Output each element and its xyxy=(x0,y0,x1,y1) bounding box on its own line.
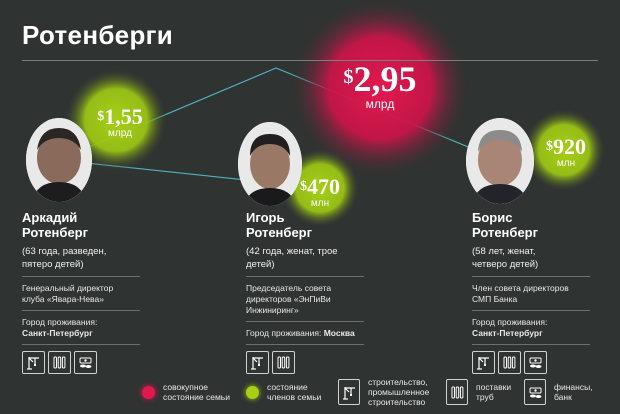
boris-wealth-amount: $920 млн xyxy=(536,134,596,169)
legend-line: труб xyxy=(476,392,494,402)
city-value: Москва xyxy=(323,328,355,338)
last-name: Ротенберг xyxy=(246,225,313,240)
boris-wealth-bubble xyxy=(522,108,606,192)
person-details: (42 года, женат, трое детей) xyxy=(246,246,338,270)
person-city: Город проживания: Санкт-Петербург xyxy=(22,317,162,339)
business-icons xyxy=(472,351,612,374)
amount-unit: млрд xyxy=(108,128,132,139)
divider xyxy=(22,276,140,277)
pipes-icon xyxy=(48,351,71,374)
first-name: Аркадий xyxy=(22,210,78,225)
legend-line: строительство, xyxy=(368,377,428,387)
legend-member-wealth: состояние членов семьи xyxy=(246,376,321,408)
legend-label: строительство, промышленное строительство xyxy=(368,377,458,407)
currency-sign: $ xyxy=(300,179,307,194)
person-boris: Борис Ротенберг (58 лет, женат, четверо д… xyxy=(472,210,612,374)
title-divider xyxy=(22,60,598,61)
legend-finance: финансы, банк xyxy=(524,376,593,408)
pipes-icon xyxy=(446,379,468,405)
legend-line: состояние семьи xyxy=(163,392,230,402)
person-name: Игорь Ротенберг xyxy=(246,210,386,240)
divider xyxy=(246,276,364,277)
divider xyxy=(22,344,140,345)
amount-unit: млн xyxy=(310,198,330,209)
divider xyxy=(472,344,590,345)
divider xyxy=(246,321,364,322)
pipes-icon xyxy=(498,351,521,374)
first-name: Борис xyxy=(472,210,513,225)
divider xyxy=(472,310,590,311)
person-position: Председатель совета директоров «ЭнПиВи И… xyxy=(246,283,332,315)
legend-line: финансы, xyxy=(554,382,593,392)
city-value: Санкт-Петербург xyxy=(22,328,93,338)
finance-icon xyxy=(74,351,97,374)
amount-unit: млрд xyxy=(365,97,395,111)
legend-construction: строительство, промышленное строительство xyxy=(338,376,458,408)
igor-wealth-amount: $470 млн xyxy=(292,174,348,209)
city-label: Город проживания: xyxy=(472,317,548,327)
last-name: Ротенберг xyxy=(472,225,539,240)
amount-value: 1,55 xyxy=(104,104,143,129)
arkady-photo xyxy=(26,118,92,202)
person-position: Член совета директоров СМП Банка xyxy=(472,283,569,304)
divider xyxy=(472,276,590,277)
city-value: Санкт-Петербург xyxy=(472,328,543,338)
person-arkady: Аркадий Ротенберг (63 года, разведен, пят… xyxy=(22,210,162,374)
person-details: (63 года, разведен, пятеро детей) xyxy=(22,246,107,270)
legend-line: членов семьи xyxy=(267,392,322,402)
legend-line: состояние xyxy=(267,382,308,392)
first-name: Игорь xyxy=(246,210,285,225)
legend-label: поставки труб xyxy=(476,382,511,402)
currency-sign: $ xyxy=(343,66,354,88)
legend-line: банк xyxy=(554,392,572,402)
currency-sign: $ xyxy=(97,109,105,124)
person-city: Город проживания: Москва xyxy=(246,328,386,339)
legend-line: поставки xyxy=(476,382,512,392)
page-title: Ротенберги xyxy=(22,20,174,50)
currency-sign: $ xyxy=(546,139,553,154)
business-icons xyxy=(22,351,162,374)
amount-unit: млн xyxy=(556,158,576,169)
city-label: Город проживания: xyxy=(246,328,322,338)
arkady-wealth-amount: $1,55 млрд xyxy=(90,104,150,139)
family-total-amount: $2,95 млрд xyxy=(320,58,440,111)
legend-label: финансы, банк xyxy=(554,382,593,402)
business-icons xyxy=(246,351,386,374)
legend-line: совокупное xyxy=(163,382,209,392)
legend-line: промышленное строительство xyxy=(368,387,430,407)
last-name: Ротенберг xyxy=(22,225,89,240)
construction-icon xyxy=(338,379,360,405)
pipes-icon xyxy=(272,351,295,374)
amount-value: 920 xyxy=(553,134,586,159)
amount-value: 2,95 xyxy=(353,59,417,99)
construction-icon xyxy=(22,351,45,374)
boris-photo xyxy=(466,118,534,204)
person-city: Город проживания: Санкт-Петербург xyxy=(472,317,612,339)
construction-icon xyxy=(246,351,269,374)
legend-label: состояние членов семьи xyxy=(267,382,321,402)
amount-value: 470 xyxy=(307,174,340,199)
person-name: Борис Ротенберг xyxy=(472,210,612,240)
divider xyxy=(22,310,140,311)
divider xyxy=(246,344,364,345)
person-igor: Игорь Ротенберг (42 года, женат, трое дет… xyxy=(246,210,386,374)
finance-icon xyxy=(524,351,547,374)
legend-family-total: совокупное состояние семьи xyxy=(142,376,230,408)
city-label: Город проживания: xyxy=(22,317,98,327)
finance-icon xyxy=(524,379,546,405)
person-details: (58 лет, женат, четверо детей) xyxy=(472,246,539,270)
construction-icon xyxy=(472,351,495,374)
green-circle-icon xyxy=(246,385,259,399)
red-circle-icon xyxy=(142,385,155,399)
legend-pipes: поставки труб xyxy=(446,376,511,408)
legend-label: совокупное состояние семьи xyxy=(163,382,230,402)
person-position: Генеральный директор клуба «Явара-Нева» xyxy=(22,283,114,304)
family-total-bubble xyxy=(288,0,472,180)
igor-photo xyxy=(238,122,302,206)
person-name: Аркадий Ротенберг xyxy=(22,210,162,240)
